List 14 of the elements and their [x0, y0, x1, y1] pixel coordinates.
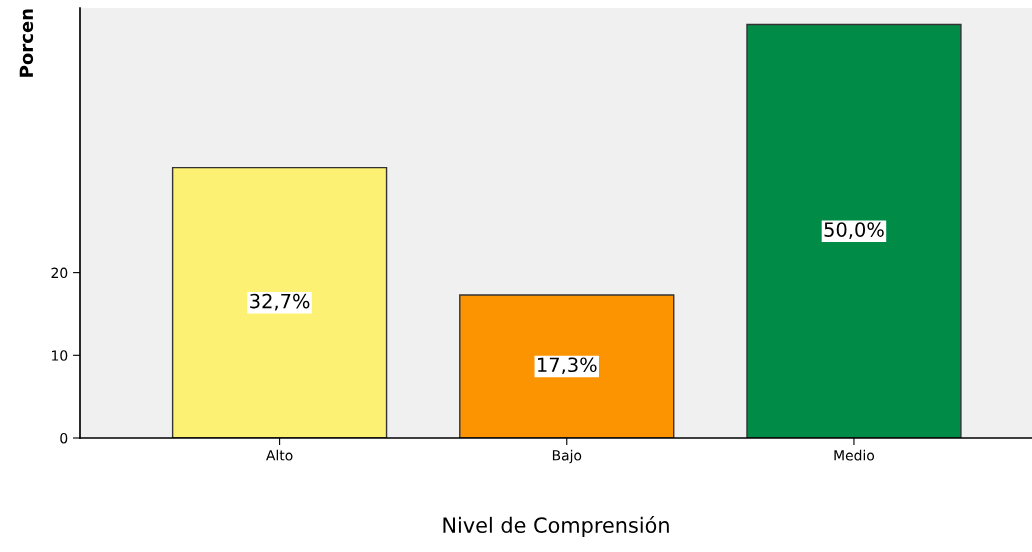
y-axis-title: Porcen: [19, 9, 34, 77]
data-label: 17,3%: [538, 357, 597, 375]
bar: [746, 23, 962, 438]
x-axis-title: Nivel de Comprensión: [443, 516, 669, 538]
bar: [171, 166, 388, 438]
y-tick-label: 20: [51, 267, 68, 279]
y-tick-label: 10: [52, 350, 68, 361]
x-tick-label: Medio: [834, 449, 875, 461]
data-label: 50,0%: [824, 222, 884, 239]
y-tick-label: 0: [60, 432, 68, 444]
bar: [459, 294, 675, 438]
data-label: 32,7%: [250, 293, 310, 311]
x-tick-label: Bajo: [552, 449, 582, 464]
x-tick-label: Alto: [266, 449, 293, 461]
